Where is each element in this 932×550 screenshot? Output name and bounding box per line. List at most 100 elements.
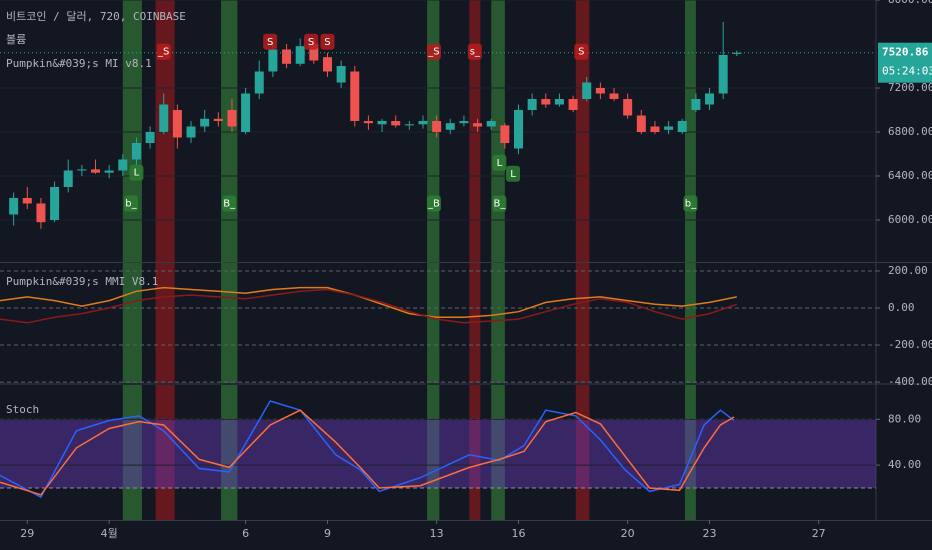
series-line bbox=[0, 288, 738, 324]
candle-body bbox=[391, 120, 401, 126]
candle-body bbox=[705, 93, 715, 105]
signal-box bbox=[506, 165, 521, 182]
signal-box bbox=[156, 43, 171, 60]
signal-label: S bbox=[267, 37, 273, 48]
signal-highlight bbox=[122, 385, 142, 520]
candle-body bbox=[22, 197, 32, 204]
candle-body bbox=[636, 115, 646, 132]
candle-body bbox=[9, 197, 19, 215]
highlights bbox=[122, 0, 696, 520]
signal-highlight bbox=[122, 263, 142, 383]
y-tick-label: -400.00 bbox=[888, 375, 932, 388]
candle-body bbox=[336, 65, 346, 83]
signal-highlight bbox=[575, 263, 590, 383]
candle-body bbox=[582, 82, 592, 99]
signal-highlight bbox=[221, 263, 238, 383]
y-tick-label: 200.00 bbox=[888, 264, 928, 277]
y-tick-label: 0.00 bbox=[888, 301, 915, 314]
signal-label: s_ bbox=[470, 47, 481, 58]
candle-body bbox=[200, 118, 210, 127]
signal-highlight bbox=[684, 263, 696, 383]
signal-box bbox=[129, 164, 144, 181]
candle-body bbox=[609, 93, 619, 99]
candle-body bbox=[227, 109, 237, 127]
candle-body bbox=[241, 93, 251, 132]
candle-body bbox=[527, 98, 537, 110]
candle-body bbox=[432, 120, 442, 132]
signal-highlight bbox=[221, 0, 238, 262]
signal-highlight bbox=[427, 263, 440, 383]
signal-label: S bbox=[578, 47, 584, 58]
candle-body bbox=[77, 169, 87, 171]
last-price-box bbox=[878, 42, 932, 83]
signal-label: B_ bbox=[223, 198, 236, 209]
indicator-label: Stoch bbox=[6, 403, 39, 416]
signal-label: S bbox=[324, 37, 330, 48]
candle-body bbox=[104, 170, 114, 173]
signal-label: L bbox=[510, 169, 516, 180]
candle-body bbox=[118, 159, 128, 171]
chart-title: 비트코인 / 달러, 720, COINBASE bbox=[6, 10, 186, 23]
signal-label: S bbox=[308, 37, 314, 48]
candle-body bbox=[91, 169, 101, 173]
signal-highlight bbox=[684, 385, 696, 520]
y-tick-label: 6400.00 bbox=[888, 169, 932, 182]
signal-box bbox=[492, 195, 507, 212]
signal-box bbox=[426, 195, 441, 212]
candle-body bbox=[63, 170, 73, 187]
candle-body bbox=[186, 126, 196, 138]
candle-body bbox=[145, 131, 155, 143]
candle-body bbox=[650, 126, 660, 132]
candle-body bbox=[554, 98, 564, 105]
signal-highlight bbox=[155, 385, 175, 520]
signal-box bbox=[263, 33, 278, 50]
candle-body bbox=[254, 71, 264, 94]
candle-body bbox=[473, 123, 483, 127]
signal-label: L bbox=[134, 168, 140, 179]
x-tick-label: 6 bbox=[242, 527, 249, 540]
signal-label: _S bbox=[157, 47, 169, 58]
candle-body bbox=[418, 120, 428, 125]
y-tick-label: 80.00 bbox=[888, 412, 921, 425]
series-line bbox=[0, 400, 735, 499]
candle-body bbox=[486, 120, 496, 127]
x-tick-label: 20 bbox=[621, 527, 635, 540]
x-tick-label: 9 bbox=[324, 527, 331, 540]
signal-highlight bbox=[122, 0, 142, 262]
x-tick-label: 27 bbox=[812, 527, 826, 540]
signal-label: L bbox=[497, 158, 503, 169]
candle-body bbox=[268, 49, 278, 72]
candle-body bbox=[363, 120, 373, 124]
chart-subtitle: 볼륨 bbox=[6, 33, 26, 46]
y-tick-label: 40.00 bbox=[888, 458, 921, 471]
signal-highlight bbox=[491, 385, 505, 520]
series-line bbox=[0, 409, 735, 496]
signal-label: _S bbox=[427, 47, 439, 58]
x-tick-label: 13 bbox=[430, 527, 444, 540]
signal-highlight bbox=[155, 263, 175, 383]
candle-body bbox=[172, 109, 182, 138]
y-tick-label: 7200.00 bbox=[888, 81, 932, 94]
signal-box bbox=[304, 33, 319, 50]
signal-highlight bbox=[684, 0, 696, 262]
candle-body bbox=[664, 126, 674, 130]
candle-body bbox=[282, 49, 292, 64]
y-tick-label: 8000.00 bbox=[888, 0, 932, 6]
signal-label: B_ bbox=[493, 198, 506, 209]
signal-highlight bbox=[427, 385, 440, 520]
signal-highlight bbox=[469, 263, 481, 383]
x-tick-label: 23 bbox=[703, 527, 717, 540]
candle-body bbox=[350, 71, 360, 121]
candle-body bbox=[732, 52, 742, 54]
candle-body bbox=[514, 109, 524, 149]
candle-body bbox=[404, 124, 414, 126]
signal-label: _B bbox=[427, 198, 440, 209]
indicator-label: Pumpkin&#039;s MI v8.1 bbox=[6, 57, 152, 70]
x-tick-label: 29 bbox=[20, 527, 34, 540]
candle-body bbox=[322, 57, 332, 72]
signal-highlight bbox=[469, 385, 481, 520]
candle-body bbox=[691, 98, 701, 110]
